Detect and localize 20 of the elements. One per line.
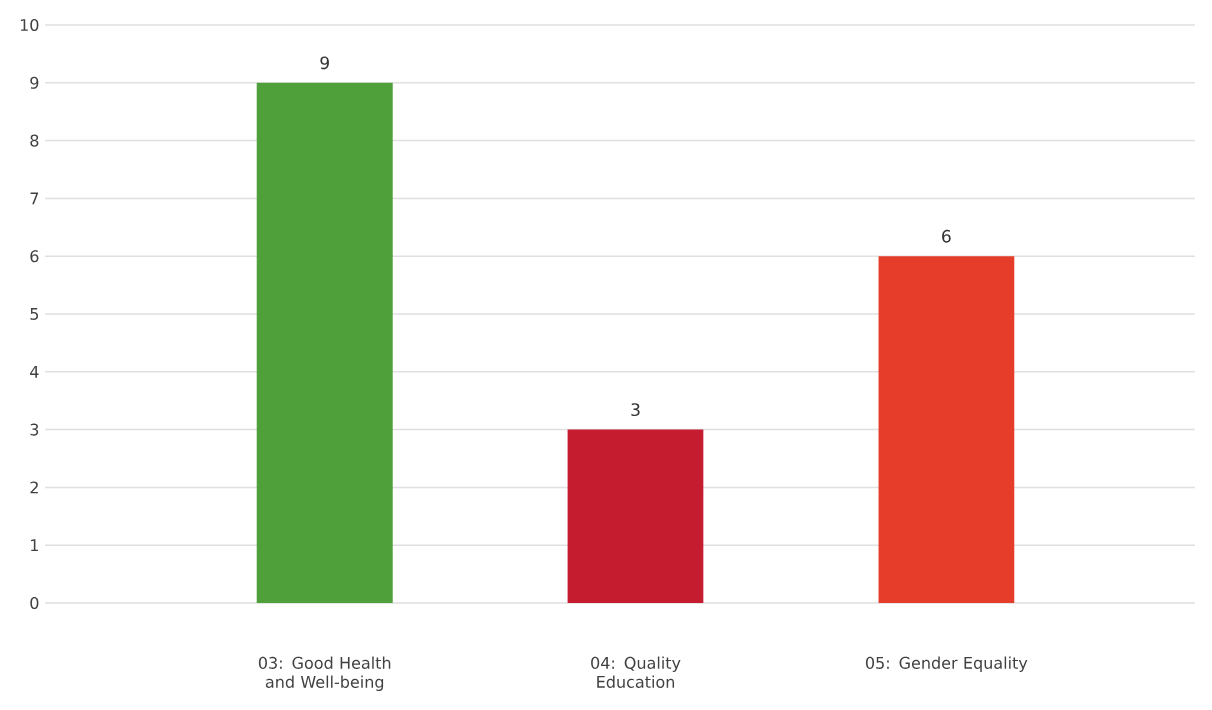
y-tick-label: 4 (30, 365, 39, 378)
data-label: 9 (320, 56, 329, 70)
y-tick-label: 7 (30, 192, 39, 205)
y-tick-label: 0 (30, 596, 39, 610)
y-tick-label: 9 (30, 76, 39, 89)
y-tick-label: 5 (30, 308, 39, 320)
bar (878, 256, 1015, 603)
y-tick-label: 8 (30, 134, 39, 147)
data-label: 6 (942, 229, 951, 243)
bar (567, 429, 704, 603)
y-tick-label: 1 (31, 539, 38, 552)
bar (256, 82, 393, 603)
y-tick-label: 3 (30, 423, 39, 436)
data-label: 3 (631, 403, 640, 417)
x-tick-label: 05: Gender Equality (865, 656, 1028, 673)
y-tick-label: 6 (30, 250, 39, 263)
x-tick-label: 03: Good Health and Well-being (258, 656, 391, 692)
y-tick-label: 10 (20, 18, 39, 32)
y-tick-label: 2 (30, 481, 38, 494)
x-tick-label: 04: Quality Education (591, 656, 681, 688)
